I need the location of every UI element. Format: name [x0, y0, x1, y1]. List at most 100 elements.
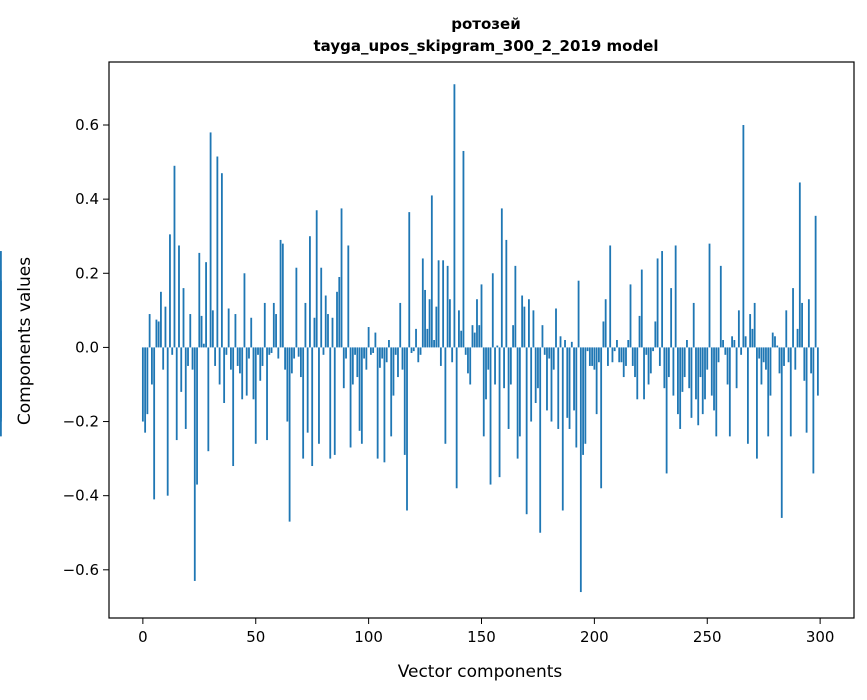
bar: [257, 347, 259, 355]
bar: [356, 347, 359, 378]
bar: [311, 347, 314, 467]
bar: [153, 347, 156, 500]
bar: [268, 347, 271, 355]
bar: [150, 347, 153, 385]
bar: [421, 258, 424, 348]
bar: [534, 347, 537, 404]
bar: [182, 288, 185, 348]
bar: [383, 347, 386, 463]
bar: [485, 347, 487, 400]
bar: [327, 314, 329, 348]
bar: [202, 343, 205, 348]
bar: [706, 347, 709, 370]
bar: [476, 299, 478, 348]
bar: [336, 291, 338, 348]
bar: [406, 347, 408, 511]
y-tick-label: −0.6: [63, 561, 99, 579]
bar: [320, 267, 323, 348]
bar: [798, 182, 801, 348]
bar: [634, 347, 636, 378]
bar: [392, 347, 395, 396]
bar: [458, 310, 460, 348]
bar: [814, 215, 817, 348]
bar: [430, 195, 433, 348]
bar: [496, 345, 499, 348]
bar: [363, 347, 366, 359]
bar: [424, 289, 426, 348]
bar: [735, 347, 738, 389]
bar: [774, 336, 776, 348]
bar: [643, 347, 645, 400]
bar: [345, 347, 347, 359]
bar: [627, 340, 630, 348]
bar: [408, 212, 411, 348]
bar: [444, 347, 447, 444]
bar: [388, 340, 390, 348]
bar: [184, 347, 187, 429]
bar: [164, 306, 167, 348]
bar: [749, 314, 752, 348]
bar: [230, 347, 232, 370]
bar: [588, 347, 591, 366]
bar: [620, 347, 623, 363]
bar: [812, 347, 815, 474]
y-tick-label: 0.4: [75, 190, 99, 208]
bar: [196, 347, 198, 485]
bar: [561, 347, 564, 511]
bar: [665, 347, 668, 474]
bar: [789, 347, 792, 437]
chart-subtitle: tayga_upos_skipgram_300_2_2019 model: [314, 37, 659, 55]
bar: [191, 347, 194, 370]
bar: [148, 314, 151, 348]
bar: [816, 347, 819, 396]
bar: [252, 347, 255, 400]
bar: [758, 347, 761, 359]
bar: [670, 288, 673, 348]
bar: [744, 336, 747, 348]
bar: [331, 317, 334, 348]
bar: [607, 347, 609, 366]
bar: [778, 347, 781, 374]
bar: [261, 347, 264, 366]
bar: [787, 347, 790, 363]
bar: [672, 347, 675, 396]
bar: [794, 347, 797, 370]
bar: [329, 347, 332, 459]
bar: [360, 347, 363, 444]
bar: [220, 173, 223, 348]
bar: [232, 347, 235, 467]
bar: [171, 347, 174, 355]
bar: [618, 347, 621, 363]
bar: [469, 347, 472, 385]
bar: [281, 243, 284, 348]
bar: [243, 273, 246, 348]
bar: [351, 347, 354, 385]
bar: [322, 347, 325, 355]
bar: [631, 347, 634, 366]
bar: [299, 347, 302, 378]
bar: [494, 347, 496, 385]
bar: [507, 347, 510, 429]
bar: [435, 306, 438, 348]
bar: [803, 347, 806, 381]
bar: [677, 347, 679, 415]
bar: [663, 347, 666, 389]
bar: [433, 340, 435, 348]
x-tick-label: 50: [246, 628, 265, 646]
bar: [169, 234, 171, 348]
bar: [417, 347, 420, 363]
bar: [453, 84, 456, 348]
bar: [272, 302, 275, 348]
bar: [448, 299, 451, 348]
bar: [0, 280, 2, 348]
bar: [471, 325, 474, 348]
bar: [550, 347, 553, 422]
bar: [318, 347, 320, 444]
bar: [369, 347, 372, 355]
y-axis-ticks: −0.6 −0.4 −0.2 0.0 0.2 0.4 0.6: [63, 116, 109, 579]
bar: [604, 299, 607, 348]
bar: [640, 269, 643, 348]
bar: [394, 347, 397, 355]
bar: [726, 347, 729, 385]
x-axis-label: Vector components: [398, 662, 563, 682]
